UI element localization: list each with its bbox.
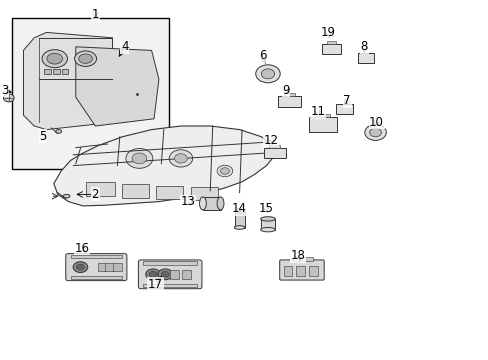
Ellipse shape: [369, 128, 381, 137]
Bar: [182, 270, 190, 279]
Ellipse shape: [74, 51, 96, 67]
Ellipse shape: [199, 197, 206, 210]
Ellipse shape: [169, 150, 192, 167]
Bar: [296, 266, 305, 276]
Text: 8: 8: [360, 40, 367, 53]
Ellipse shape: [145, 269, 160, 280]
Text: 13: 13: [181, 195, 195, 208]
Bar: [53, 69, 60, 74]
FancyBboxPatch shape: [122, 184, 149, 198]
Bar: [170, 270, 179, 279]
Ellipse shape: [234, 226, 244, 229]
Ellipse shape: [63, 194, 70, 198]
Text: 18: 18: [290, 249, 305, 262]
Ellipse shape: [76, 264, 84, 270]
Bar: [71, 276, 122, 279]
Ellipse shape: [79, 54, 92, 63]
Bar: [143, 284, 197, 287]
Bar: [357, 53, 373, 63]
Ellipse shape: [234, 210, 244, 213]
Text: 3: 3: [1, 84, 9, 96]
Text: 10: 10: [368, 116, 383, 129]
Ellipse shape: [56, 130, 61, 133]
Bar: [308, 266, 317, 276]
Bar: [203, 197, 220, 210]
Bar: [264, 148, 285, 158]
Bar: [315, 114, 329, 117]
Ellipse shape: [255, 65, 280, 83]
Ellipse shape: [132, 153, 146, 164]
Bar: [143, 261, 197, 265]
Bar: [322, 44, 340, 54]
Text: 14: 14: [232, 202, 246, 215]
Bar: [234, 212, 245, 228]
Text: 9: 9: [282, 84, 289, 96]
Bar: [113, 263, 122, 271]
Bar: [293, 257, 312, 261]
Bar: [269, 145, 280, 148]
FancyBboxPatch shape: [190, 187, 217, 200]
Polygon shape: [76, 47, 159, 126]
FancyBboxPatch shape: [65, 253, 127, 281]
Text: 4: 4: [121, 40, 128, 53]
FancyBboxPatch shape: [156, 186, 183, 199]
Text: 6: 6: [259, 49, 266, 62]
Ellipse shape: [174, 154, 187, 163]
Text: 5: 5: [39, 130, 47, 143]
Ellipse shape: [42, 50, 67, 68]
Ellipse shape: [217, 165, 232, 177]
Bar: [44, 69, 51, 74]
Text: 15: 15: [259, 202, 273, 215]
Polygon shape: [54, 126, 273, 206]
FancyBboxPatch shape: [85, 182, 115, 196]
Ellipse shape: [217, 197, 224, 210]
Ellipse shape: [364, 125, 386, 140]
Bar: [336, 104, 352, 114]
Ellipse shape: [158, 269, 172, 280]
Text: 19: 19: [321, 26, 335, 39]
Text: 1: 1: [91, 8, 99, 21]
Bar: [326, 41, 336, 44]
Ellipse shape: [260, 228, 275, 232]
Ellipse shape: [47, 53, 62, 64]
Ellipse shape: [261, 69, 274, 79]
Ellipse shape: [220, 168, 229, 174]
Ellipse shape: [3, 94, 14, 102]
Bar: [12, 18, 168, 169]
Bar: [260, 219, 275, 230]
Bar: [283, 266, 292, 276]
Ellipse shape: [126, 148, 152, 168]
Bar: [98, 263, 106, 271]
FancyBboxPatch shape: [138, 260, 202, 289]
Bar: [277, 96, 301, 107]
Text: 2: 2: [91, 188, 99, 201]
Bar: [105, 263, 114, 271]
Ellipse shape: [149, 271, 157, 277]
Polygon shape: [23, 32, 112, 130]
Text: 17: 17: [148, 278, 163, 291]
FancyBboxPatch shape: [279, 260, 324, 280]
Bar: [283, 93, 295, 96]
Ellipse shape: [161, 271, 169, 277]
Ellipse shape: [73, 262, 88, 273]
Bar: [61, 69, 68, 74]
Text: 11: 11: [310, 105, 325, 118]
Text: 16: 16: [75, 242, 89, 255]
Text: 7: 7: [343, 94, 350, 107]
Ellipse shape: [260, 217, 275, 221]
Bar: [308, 117, 336, 132]
Text: 12: 12: [264, 134, 278, 147]
Bar: [71, 255, 122, 258]
